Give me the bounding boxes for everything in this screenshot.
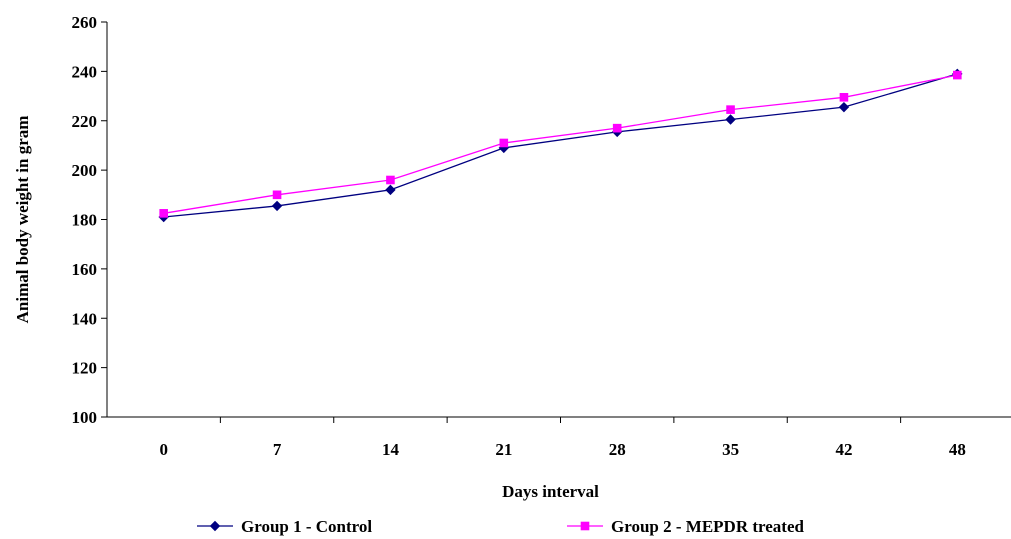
y-tick-label: 200 bbox=[72, 161, 98, 180]
data-point-marker bbox=[839, 92, 849, 102]
data-point-marker bbox=[953, 70, 962, 80]
data-point-marker bbox=[272, 190, 282, 200]
legend-label: Group 1 - Control bbox=[241, 517, 372, 536]
y-tick-label: 180 bbox=[72, 211, 98, 230]
legend-item-1: Group 1 - Control bbox=[197, 517, 372, 536]
x-tick-label: 7 bbox=[273, 440, 282, 459]
x-tick-label: 28 bbox=[609, 440, 626, 459]
legend-label: Group 2 - MEPDR treated bbox=[611, 517, 805, 536]
axes: 100 120 140 160 180 200 220 240 260 0 7 14 21 28 35 42 4… bbox=[72, 13, 1011, 459]
legend: Group 1 - Control Group 2 - MEPDR treated bbox=[197, 517, 805, 536]
data-point-marker bbox=[838, 101, 850, 113]
y-tick-label: 220 bbox=[72, 112, 98, 131]
x-tick-label: 14 bbox=[382, 440, 400, 459]
data-point-marker bbox=[580, 521, 590, 531]
x-axis-title: Days interval bbox=[502, 482, 599, 501]
y-tick-label: 240 bbox=[72, 62, 98, 81]
series-line bbox=[163, 73, 958, 218]
y-axis-title: Animal body weight in gram bbox=[13, 116, 32, 324]
x-tick-label: 35 bbox=[722, 440, 739, 459]
x-tick-label: 42 bbox=[835, 440, 852, 459]
legend-item-2: Group 2 - MEPDR treated bbox=[567, 517, 805, 536]
series-2 bbox=[159, 70, 962, 218]
x-tick-label: 48 bbox=[949, 440, 966, 459]
series-line bbox=[163, 74, 958, 214]
data-point-marker bbox=[271, 200, 283, 212]
data-point-marker bbox=[499, 138, 509, 148]
y-tick-label: 100 bbox=[72, 408, 98, 427]
data-point-marker bbox=[725, 114, 736, 125]
y-tick-label: 260 bbox=[72, 13, 98, 32]
x-tick-label: 0 bbox=[159, 440, 168, 459]
x-tick-label: 21 bbox=[495, 440, 512, 459]
data-point-marker bbox=[159, 209, 168, 218]
data-point-marker bbox=[726, 105, 735, 114]
data-point-marker bbox=[209, 520, 221, 532]
y-tick-label: 160 bbox=[72, 260, 98, 279]
data-point-marker bbox=[386, 175, 395, 185]
data-point-marker bbox=[612, 123, 622, 133]
series-layer bbox=[158, 68, 963, 223]
y-tick-label: 140 bbox=[72, 309, 98, 328]
data-point-marker bbox=[385, 184, 396, 196]
y-tick-label: 120 bbox=[72, 359, 98, 378]
